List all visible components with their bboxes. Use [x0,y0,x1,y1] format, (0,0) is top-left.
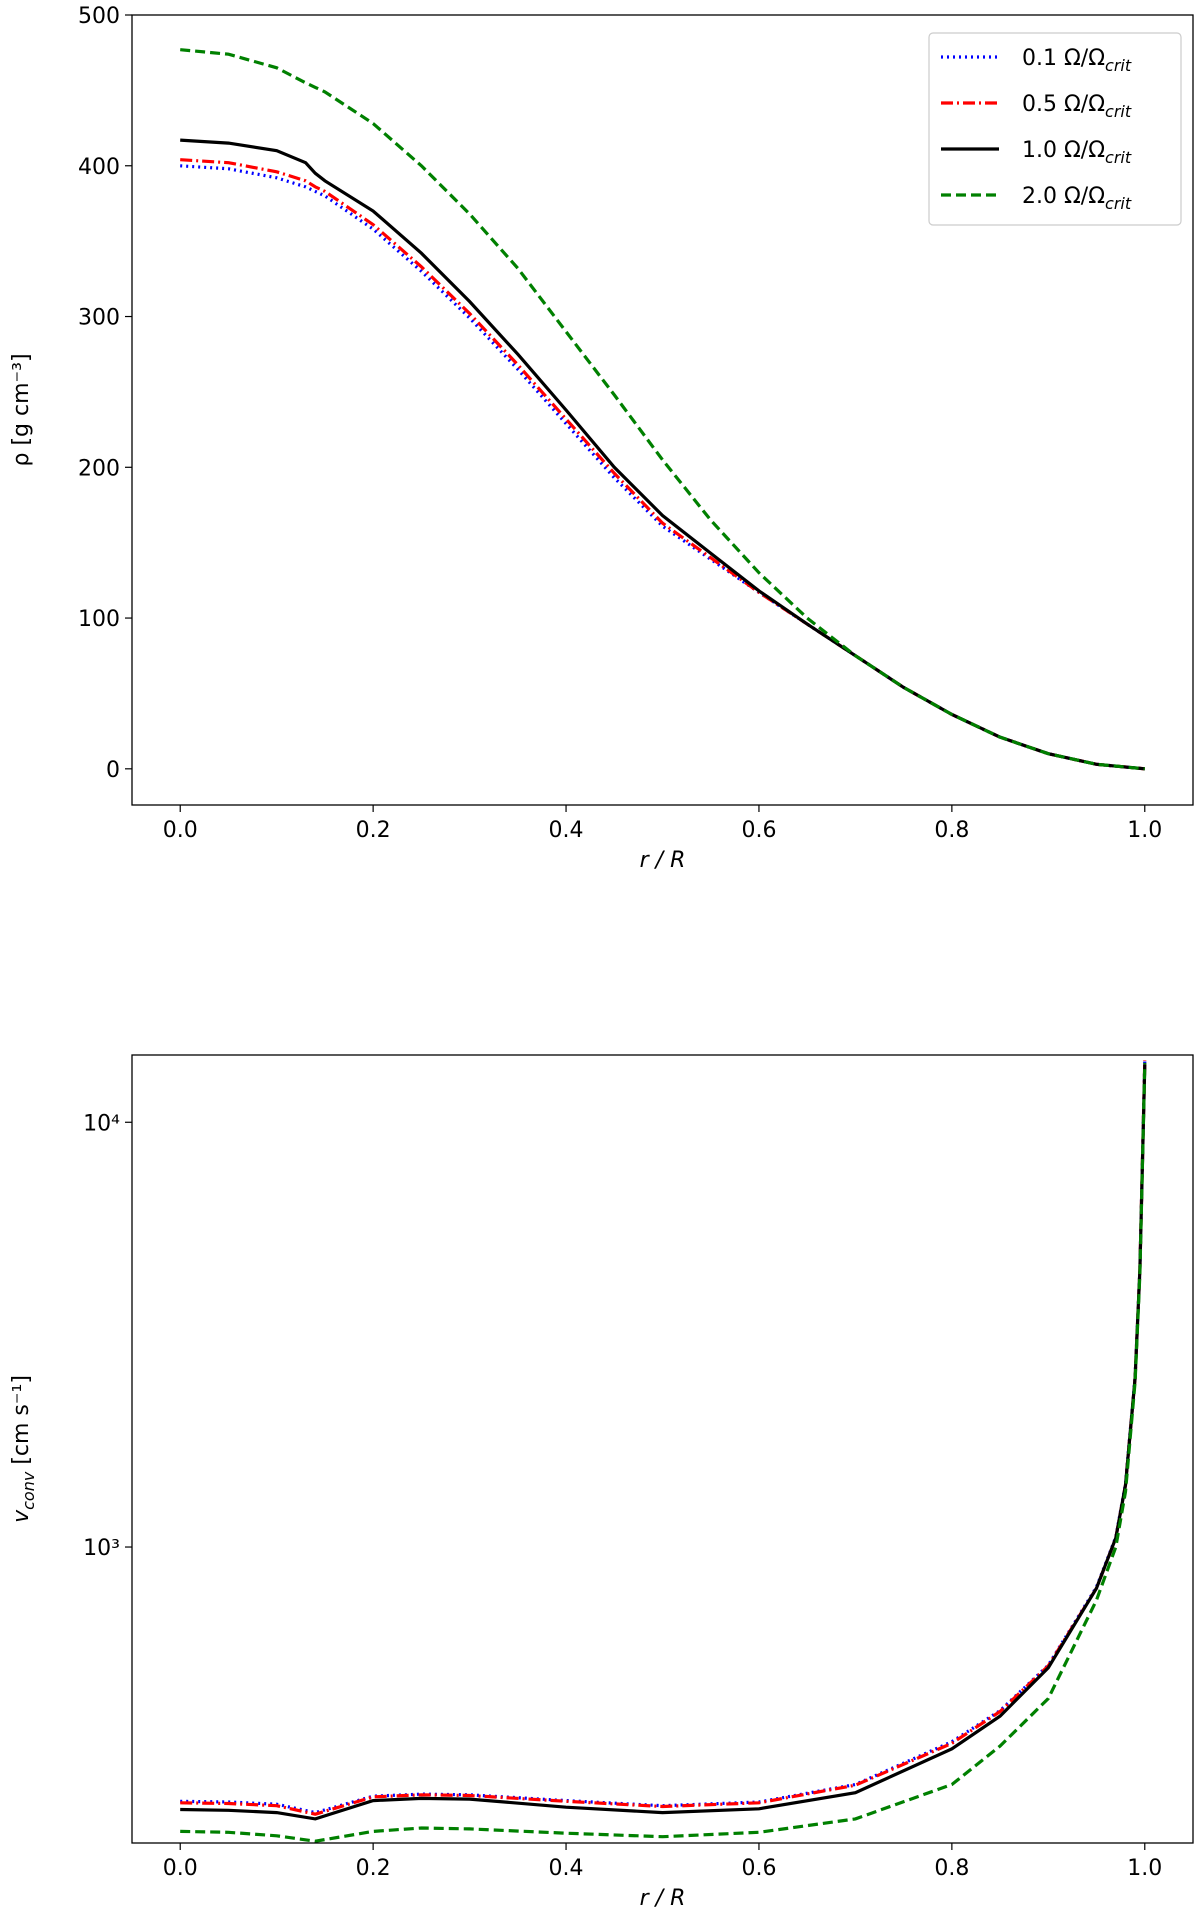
series-line [180,138,1145,771]
chart: 0.0 0.2 0.4 0.6 0.8 1.0 0 100 200 300 400 500 r / R ρ… [9,4,1194,873]
x-tick-label: 0.8 [934,1856,969,1881]
y-tick-label: 300 [78,306,120,331]
y-tick-label: 10⁴ [83,1111,120,1136]
y-tick-label: 100 [78,607,120,632]
y-tick-label: 400 [78,155,120,180]
chart: 0.0 0.2 0.4 0.6 0.8 1.0 10³ 10⁴ r / R vconv [cm s… [9,1054,1194,1911]
series-line [180,1062,1147,1843]
x-axis-label: r / R [640,1886,686,1911]
y-tick-label: 10³ [83,1536,120,1561]
x-tick-label: 0.0 [163,818,198,843]
y-axis-label: ρ [g cm⁻³] [9,353,34,466]
y-tick-label: 200 [78,456,120,481]
plot-frame [131,14,1194,806]
x-tick-label: 0.6 [741,818,776,843]
series-line [180,1060,1147,1816]
legend-label: 0.5 Ω/Ωcrit [1022,92,1132,121]
x-tick-label: 0.0 [163,1856,198,1881]
y-tick-label: 500 [78,4,120,29]
y-axis-label-part: conv [19,1471,38,1510]
x-axis-label: r / R [640,848,686,873]
x-tick-label: 0.4 [549,1856,584,1881]
y-axis-label-part: v [9,1509,34,1523]
legend-label: 2.0 Ω/Ωcrit [1022,184,1132,213]
series-line [180,48,1145,771]
y-axis-label-part: [cm s⁻¹] [9,1375,34,1472]
x-tick-label: 0.2 [356,1856,391,1881]
series-line [180,1060,1147,1815]
x-tick-label: 0.6 [741,1856,776,1881]
plot-frame [131,1054,1194,1844]
series-line [180,164,1145,771]
x-tick-label: 0.8 [934,818,969,843]
series-line [180,158,1145,771]
x-tick-label: 1.0 [1127,1856,1162,1881]
y-axis-label: vconv [cm s⁻¹] [9,1375,38,1523]
x-tick-label: 0.2 [356,818,391,843]
x-tick-label: 0.4 [549,818,584,843]
x-tick-label: 1.0 [1127,818,1162,843]
legend-label: 0.1 Ω/Ωcrit [1022,46,1132,75]
series-line [180,1064,1147,1821]
y-tick-label: 0 [106,758,120,783]
legend-label: 1.0 Ω/Ωcrit [1022,138,1132,167]
legend-box [928,32,1182,226]
